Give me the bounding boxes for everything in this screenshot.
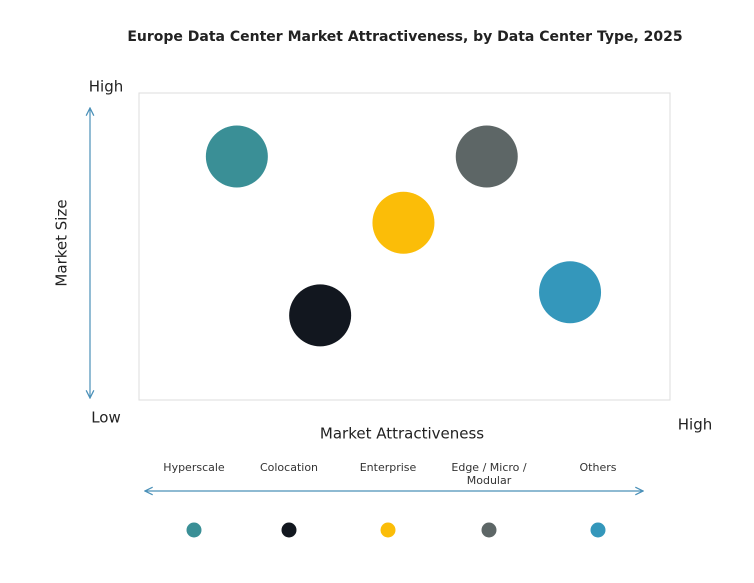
- legend-label: Others: [579, 461, 617, 474]
- legend-label: Enterprise: [359, 461, 417, 474]
- y-axis-title: Market Size: [53, 199, 71, 286]
- legend-swatch: [590, 522, 606, 538]
- legend-swatch: [281, 522, 297, 538]
- chart-title: Europe Data Center Market Attractiveness…: [127, 29, 682, 45]
- bubble: [289, 284, 352, 347]
- y-tick-label: High: [89, 78, 123, 96]
- legend-swatch: [481, 522, 497, 538]
- legend-label: Edge / Micro / Modular: [451, 461, 527, 487]
- legend-label: Hyperscale: [163, 461, 225, 474]
- bubble: [539, 261, 602, 324]
- x-axis-title: Market Attractiveness: [320, 425, 484, 443]
- legend-swatch: [186, 522, 202, 538]
- bubble: [455, 125, 518, 188]
- y-tick-label: Low: [91, 409, 121, 427]
- x-tick-label: High: [678, 416, 712, 434]
- bubble: [205, 125, 268, 188]
- legend-label: Colocation: [259, 461, 319, 474]
- legend-swatch: [380, 522, 396, 538]
- plot-frame: [138, 92, 671, 401]
- bubble: [372, 191, 435, 254]
